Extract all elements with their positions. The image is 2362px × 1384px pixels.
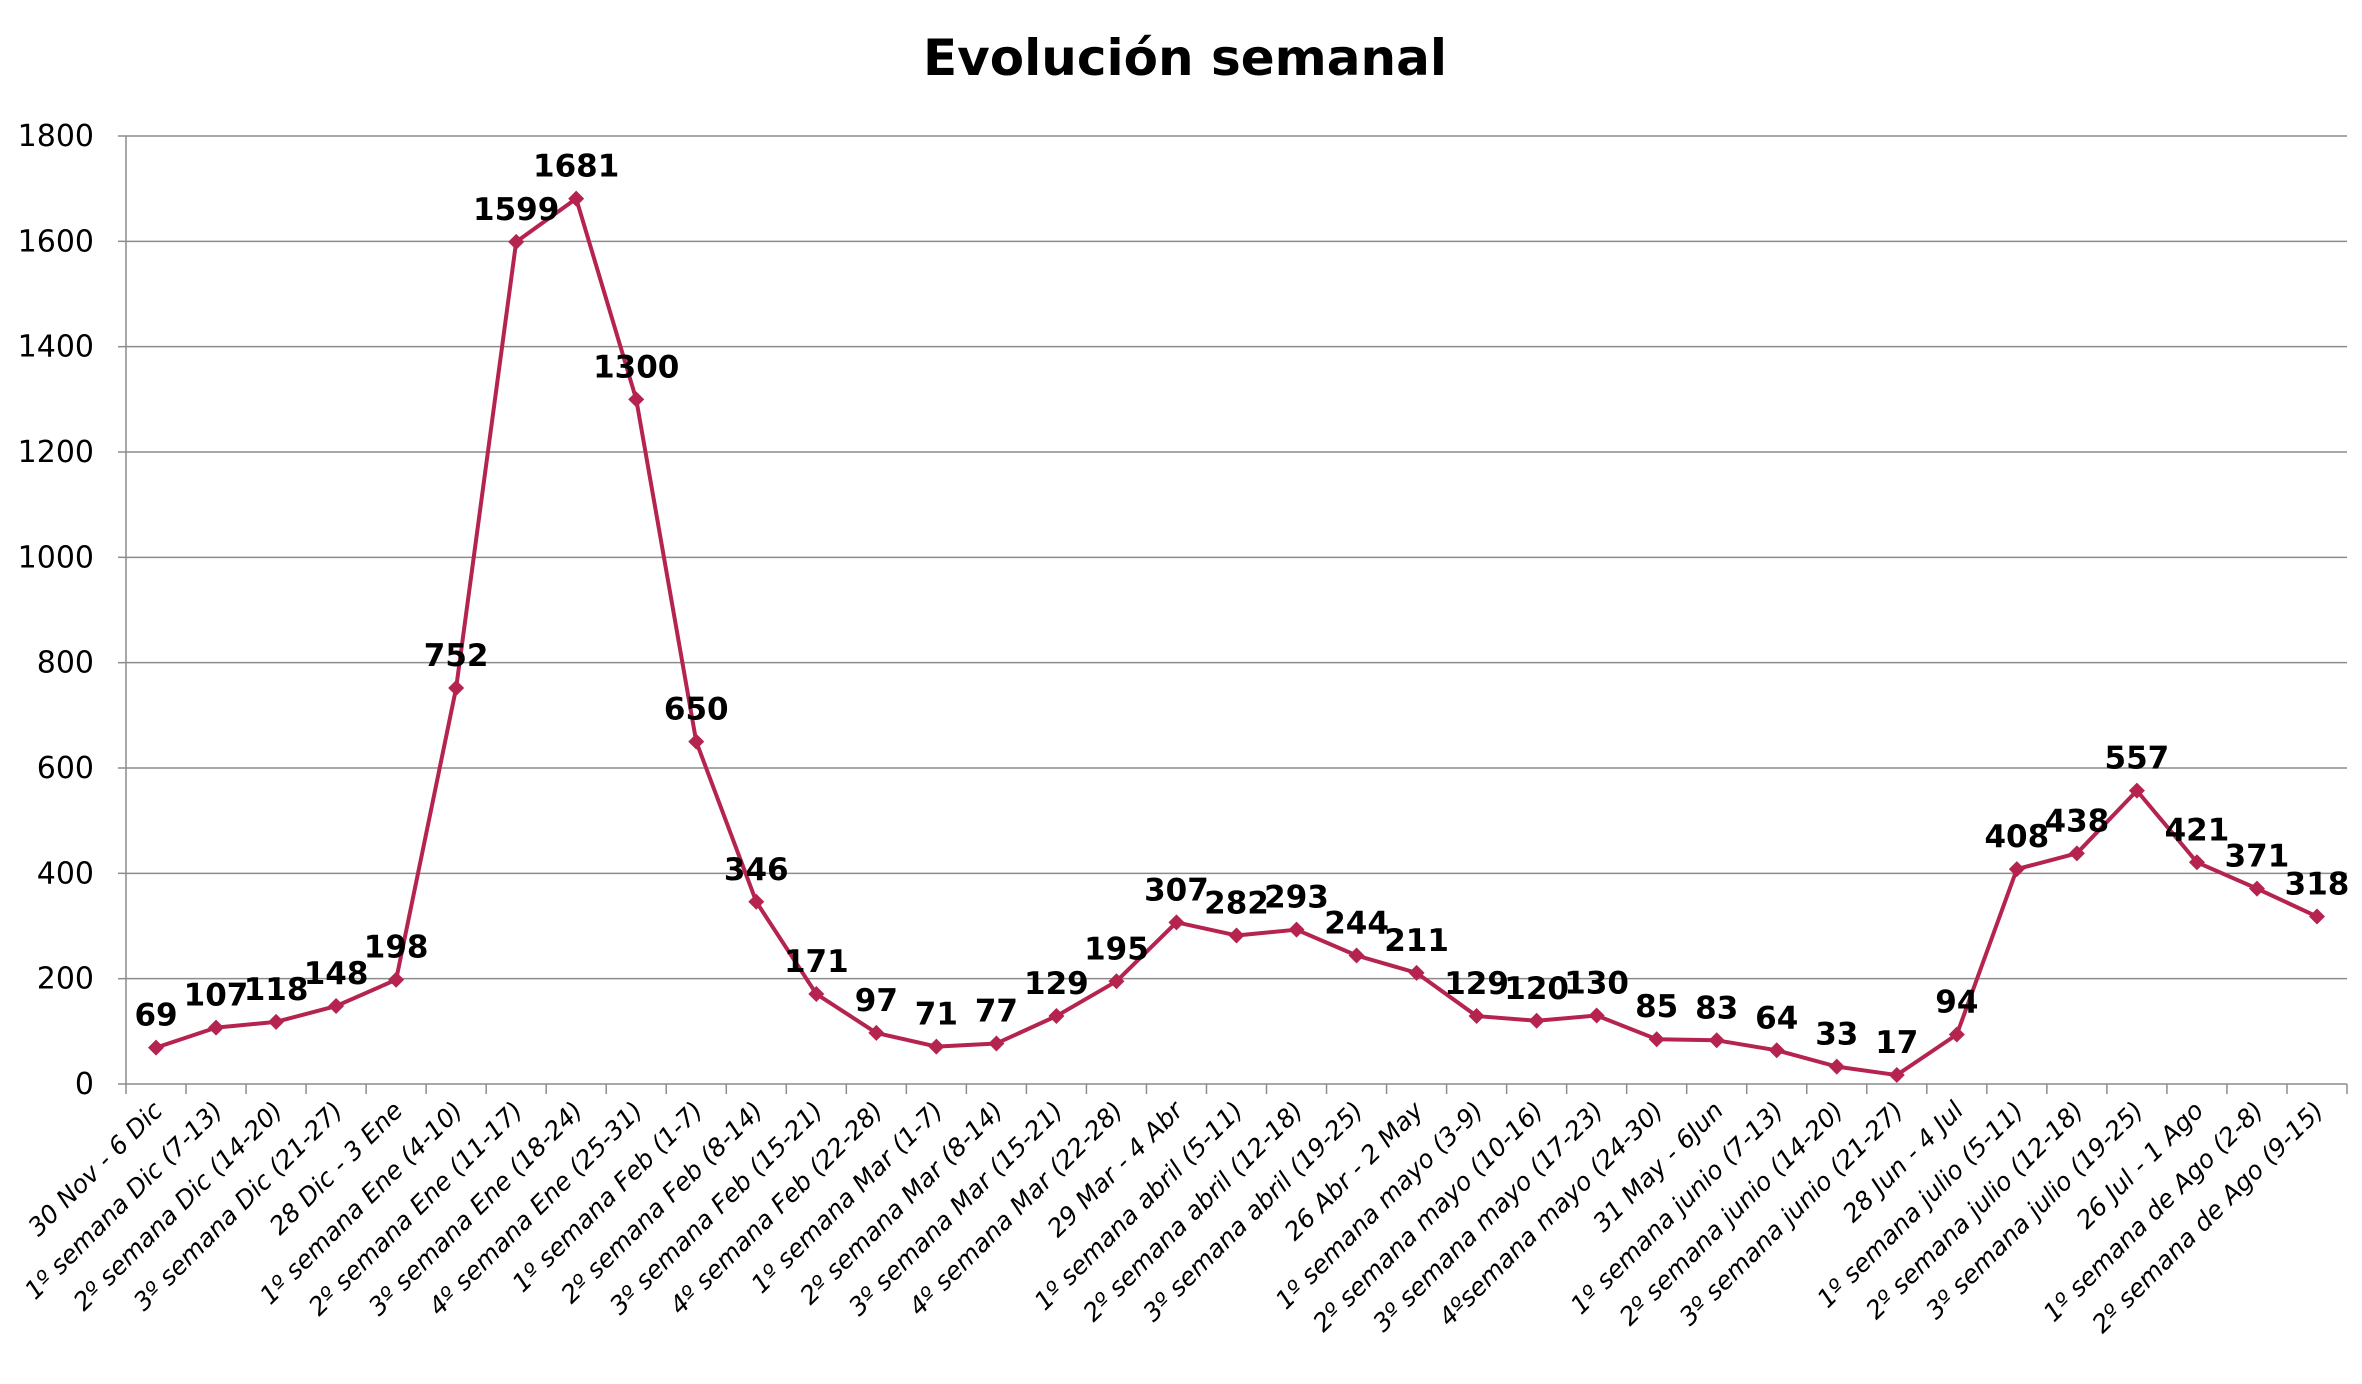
data-point-marker — [1648, 1031, 1665, 1048]
data-point-marker — [868, 1024, 885, 1041]
y-tick-label: 600 — [37, 751, 94, 786]
data-point-marker — [1528, 1012, 1545, 1029]
data-point-marker — [2068, 845, 2085, 862]
data-point-marker — [628, 391, 645, 408]
data-point-marker — [1828, 1058, 1845, 1075]
data-label: 408 — [1984, 819, 2049, 855]
y-tick-label: 1200 — [18, 435, 94, 470]
data-point-marker — [1108, 973, 1125, 990]
data-point-marker — [448, 679, 465, 696]
y-tick-label: 200 — [37, 962, 94, 997]
data-point-marker — [748, 893, 765, 910]
data-label: 307 — [1144, 872, 1209, 908]
data-label: 71 — [915, 997, 958, 1033]
data-point-marker — [1948, 1026, 1965, 1043]
data-label: 130 — [1564, 966, 1629, 1002]
data-point-marker — [508, 233, 525, 250]
data-label: 97 — [855, 983, 898, 1019]
data-point-marker — [1288, 921, 1305, 938]
data-label: 69 — [134, 998, 177, 1034]
y-tick-label: 1400 — [18, 330, 94, 365]
data-point-marker — [268, 1013, 285, 1030]
data-point-marker — [2008, 861, 2025, 878]
data-point-marker — [808, 985, 825, 1002]
data-label: 318 — [2285, 867, 2350, 903]
data-label: 148 — [304, 956, 369, 992]
data-point-marker — [208, 1019, 225, 1036]
data-point-marker — [2308, 908, 2325, 925]
data-label: 17 — [1875, 1025, 1918, 1061]
data-label: 1300 — [593, 349, 679, 385]
y-tick-label: 800 — [37, 646, 94, 681]
chart-title: Evolución semanal — [923, 29, 1447, 87]
y-tick-label: 1800 — [18, 119, 94, 154]
data-label: 1681 — [533, 149, 619, 185]
data-label: 94 — [1935, 984, 1978, 1020]
data-label: 195 — [1084, 931, 1149, 967]
y-tick-label: 1600 — [18, 224, 94, 259]
data-point-marker — [388, 971, 405, 988]
y-tick-label: 1000 — [18, 540, 94, 575]
data-label: 650 — [664, 692, 729, 728]
gridlines — [126, 135, 2347, 980]
data-label: 77 — [975, 993, 1018, 1029]
y-axis: 0 200 400 600 800 1000 1200 1400 1600 1800 — [18, 119, 127, 1102]
data-point-marker — [2128, 782, 2145, 799]
data-label: 85 — [1635, 989, 1678, 1025]
data-label: 198 — [364, 930, 429, 966]
data-label: 83 — [1695, 990, 1738, 1026]
data-point-marker — [2248, 880, 2265, 897]
data-label: 64 — [1755, 1000, 1798, 1036]
data-label: 293 — [1264, 880, 1329, 916]
data-point-marker — [2188, 854, 2205, 871]
data-point-marker — [1168, 914, 1185, 931]
data-point-marker — [568, 190, 585, 207]
data-label: 118 — [244, 972, 309, 1008]
data-point-marker — [1588, 1007, 1605, 1024]
y-tick-label: 400 — [37, 856, 94, 891]
data-label: 120 — [1504, 971, 1569, 1007]
data-label: 107 — [184, 978, 249, 1014]
data-label: 171 — [784, 944, 849, 980]
data-label: 244 — [1324, 905, 1389, 941]
data-label: 438 — [2045, 803, 2110, 839]
data-point-marker — [1768, 1042, 1785, 1059]
data-label: 346 — [724, 852, 789, 888]
data-point-marker — [1348, 947, 1365, 964]
y-tick-label: 0 — [75, 1067, 94, 1102]
data-point-marker — [688, 733, 705, 750]
data-label: 129 — [1024, 966, 1089, 1002]
data-label: 1599 — [473, 192, 559, 228]
data-label: 211 — [1384, 923, 1449, 959]
data-label: 752 — [424, 638, 489, 674]
data-label: 33 — [1815, 1017, 1858, 1053]
data-point-marker — [1708, 1032, 1725, 1049]
data-point-marker — [1888, 1067, 1905, 1084]
data-point-marker — [1468, 1008, 1485, 1025]
data-label: 421 — [2165, 812, 2230, 848]
data-point-marker — [1048, 1008, 1065, 1025]
series-path — [155, 196, 2318, 1078]
data-point-marker — [928, 1038, 945, 1055]
series-line — [148, 190, 2325, 1084]
data-point-marker — [148, 1039, 165, 1056]
data-label: 557 — [2105, 741, 2170, 777]
data-point-marker — [328, 998, 345, 1015]
data-label: 371 — [2225, 839, 2290, 875]
data-label: 282 — [1204, 885, 1269, 921]
data-point-marker — [988, 1035, 1005, 1052]
data-label: 129 — [1444, 966, 1509, 1002]
data-point-marker — [1408, 964, 1425, 981]
data-point-marker — [1228, 927, 1245, 944]
